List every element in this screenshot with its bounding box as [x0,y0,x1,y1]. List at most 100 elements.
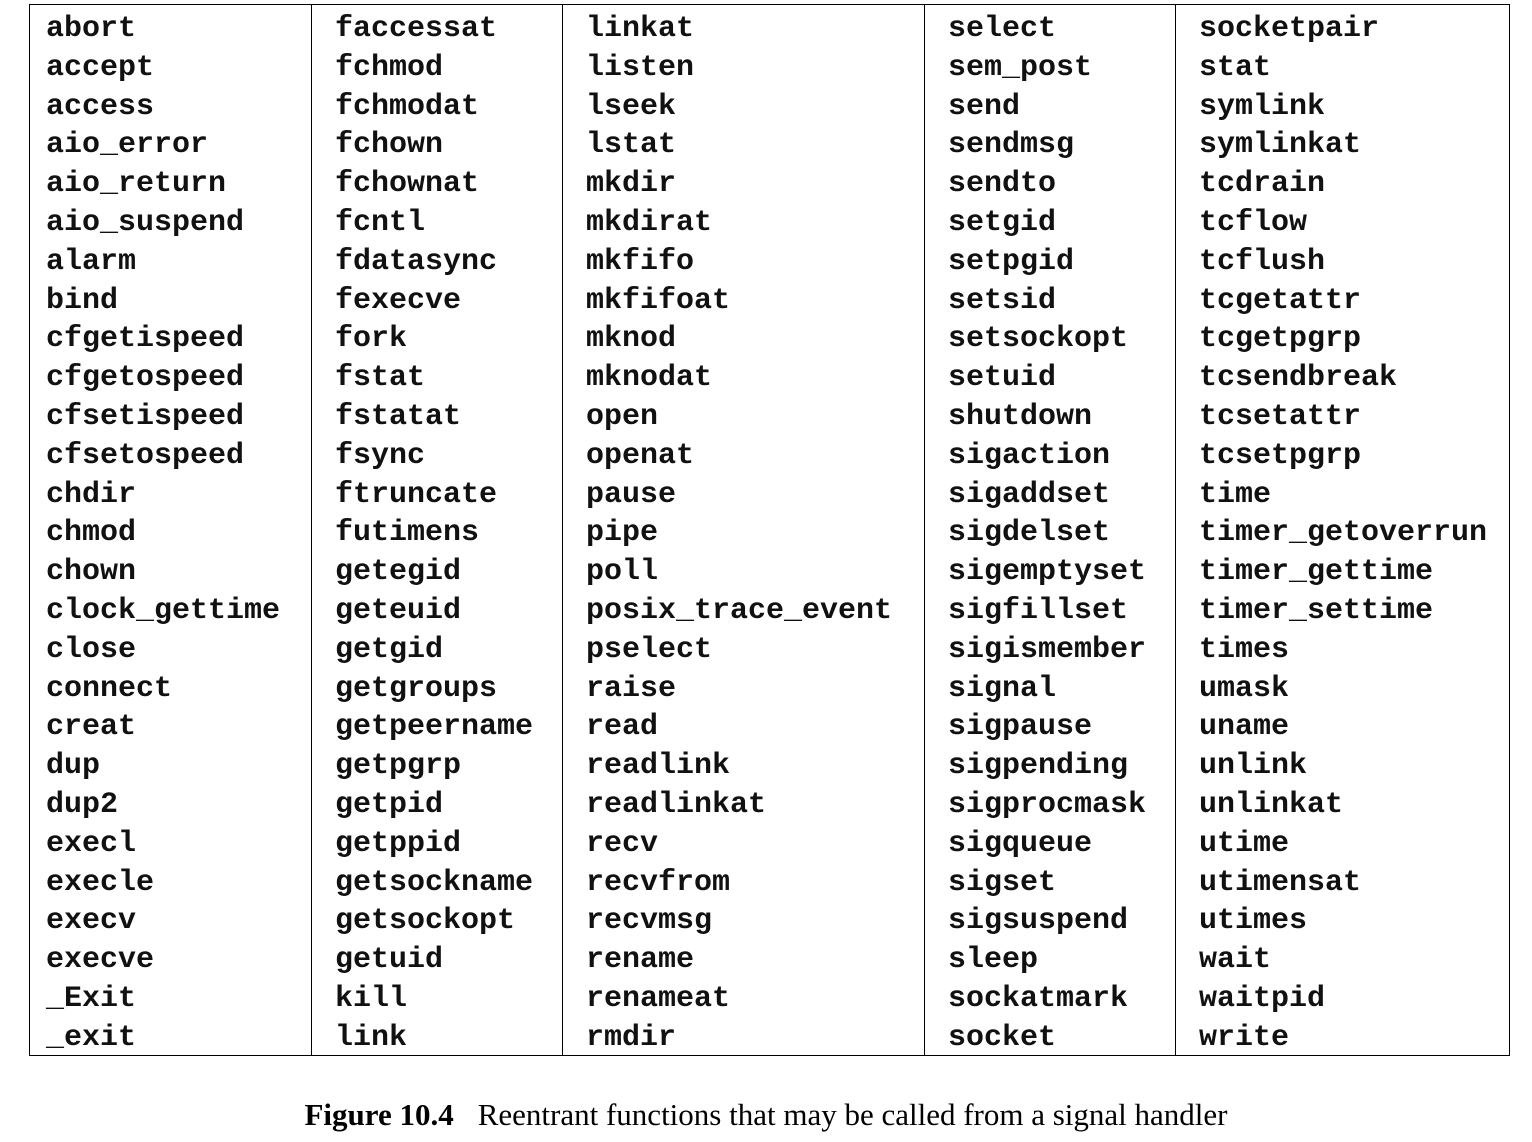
function-name: fchown [335,128,444,163]
function-name: sigaddset [948,477,1111,512]
function-name: execle [46,865,155,900]
function-name: chmod [46,516,137,551]
function-name: renameat [586,981,731,1016]
function-name: chdir [46,477,137,512]
function-name: poll [586,555,659,590]
function-name: pipe [586,516,659,551]
function-name: sendmsg [948,128,1075,163]
function-name: tcgetpgrp [1199,322,1362,357]
function-name: tcsetattr [1199,399,1362,434]
function-name: unlink [1199,749,1308,784]
function-name: recvfrom [586,865,731,900]
function-name: timer_getoverrun [1199,516,1488,551]
function-name: fcntl [335,205,426,240]
function-name: geteuid [335,593,462,628]
function-name: sigemptyset [948,555,1147,590]
function-name: sigqueue [948,826,1093,861]
function-name: posix_trace_event [586,593,893,628]
function-name: utimensat [1199,865,1362,900]
function-name: utime [1199,826,1290,861]
function-name: sigset [948,865,1057,900]
function-name: readlinkat [586,787,767,822]
function-name: setgid [948,205,1057,240]
function-table: abort accept access aio_error aio_return aio_… [29,4,1510,1056]
function-name: getgroups [335,671,498,706]
function-name: fstatat [335,399,462,434]
function-name: sem_post [948,50,1093,85]
function-name: time [1199,477,1272,512]
function-name: getgid [335,632,444,667]
function-name: execv [46,904,137,939]
function-name: getsockopt [335,904,516,939]
function-name: wait [1199,943,1272,978]
function-name: getpeername [335,710,534,745]
function-name: getuid [335,943,444,978]
function-name: cfgetispeed [46,322,245,357]
function-name: sigdelset [948,516,1111,551]
function-name: sendto [948,167,1057,202]
function-name: aio_return [46,167,227,202]
function-name: rename [586,943,695,978]
function-name: symlinkat [1199,128,1362,163]
function-name: fstat [335,361,426,396]
function-name: setsid [948,283,1057,318]
function-name: tcgetattr [1199,283,1362,318]
function-name: sigismember [948,632,1147,667]
function-name: stat [1199,50,1272,85]
function-column-1: abort accept access aio_error aio_return aio_… [30,5,311,1055]
function-name: getpid [335,787,444,822]
function-name: utimes [1199,904,1308,939]
function-name: umask [1199,671,1290,706]
function-name: sigprocmask [948,787,1147,822]
caption-text: Reentrant functions that may be called f… [477,1097,1228,1132]
function-name: send [948,89,1021,124]
function-name: select [948,12,1057,46]
function-name: listen [586,50,695,85]
figure-number: Figure 10.4 [304,1097,454,1132]
function-name: dup2 [46,787,119,822]
function-name: open [586,399,659,434]
function-name: execl [46,826,137,861]
function-name: setpgid [948,244,1075,279]
function-name: read [586,710,659,745]
function-name: pause [586,477,677,512]
function-name: getppid [335,826,462,861]
function-name: cfgetospeed [46,361,245,396]
function-name: mkfifo [586,244,695,279]
function-name: execve [46,943,155,978]
function-name: aio_error [46,128,209,163]
function-column-2: faccessat fchmod fchmodat fchown fchownat fcn… [311,5,562,1055]
function-name: sigpause [948,710,1093,745]
function-column-3: linkat listen lseek lstat mkdir mkdirat mkfifo… [562,5,924,1055]
function-name: connect [46,671,173,706]
function-name: creat [46,710,137,745]
function-name: timer_gettime [1199,555,1434,590]
function-name: setuid [948,361,1057,396]
function-name: socketpair [1199,12,1380,46]
function-name: rmdir [586,1020,677,1055]
function-name: recv [586,826,659,861]
function-name: mkdir [586,167,677,202]
function-name: fchmod [335,50,444,85]
function-name: lseek [586,89,677,124]
function-name: _Exit [46,981,137,1016]
function-name: times [1199,632,1290,667]
function-name: kill [335,981,408,1016]
function-name: setsockopt [948,322,1129,357]
function-name: shutdown [948,399,1093,434]
function-name: openat [586,438,695,473]
function-name: fsync [335,438,426,473]
function-name: tcflush [1199,244,1326,279]
function-name: abort [46,12,137,46]
function-name: sigsuspend [948,904,1129,939]
function-name: tcsendbreak [1199,361,1398,396]
function-name: _exit [46,1020,137,1055]
function-name: cfsetispeed [46,399,245,434]
function-name: tcflow [1199,205,1308,240]
function-name: close [46,632,137,667]
function-name: timer_settime [1199,593,1434,628]
function-name: tcdrain [1199,167,1326,202]
function-name: sockatmark [948,981,1129,1016]
function-name: bind [46,283,119,318]
function-name: sigfillset [948,593,1129,628]
